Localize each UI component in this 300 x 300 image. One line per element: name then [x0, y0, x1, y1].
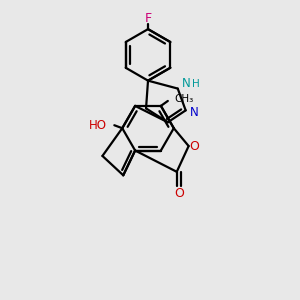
- Text: CH₃: CH₃: [175, 94, 194, 104]
- Text: HO: HO: [88, 119, 106, 132]
- Text: N: N: [182, 77, 191, 90]
- Text: H: H: [192, 79, 200, 88]
- Text: F: F: [145, 12, 152, 25]
- Text: N: N: [190, 106, 199, 119]
- Text: O: O: [174, 187, 184, 200]
- Text: O: O: [190, 140, 200, 152]
